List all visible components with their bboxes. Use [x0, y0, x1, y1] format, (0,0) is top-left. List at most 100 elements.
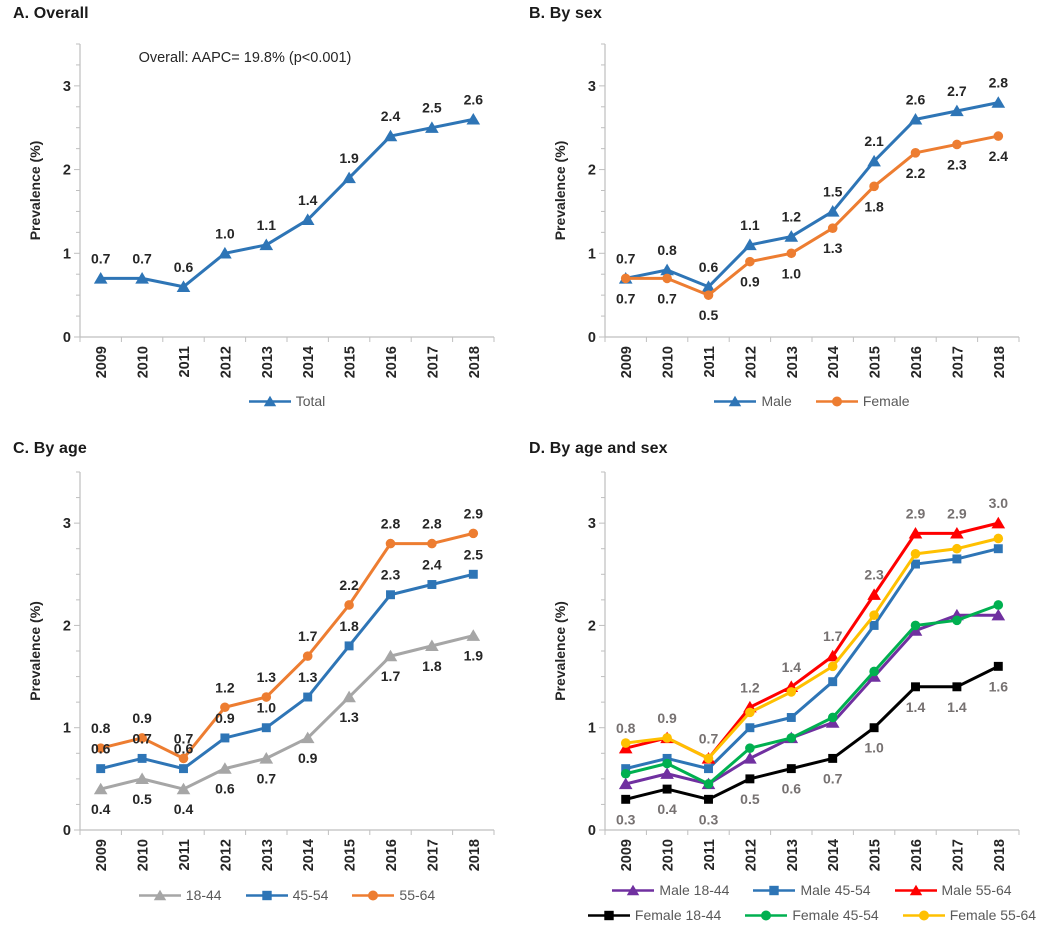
triangle-marker-icon	[93, 272, 108, 284]
square-marker-icon	[261, 890, 272, 900]
y-tick-label: 2	[588, 163, 596, 179]
circle-marker-icon	[993, 533, 1004, 544]
triangle-marker-icon	[176, 280, 191, 292]
panel-a-title: A. Overall	[13, 5, 89, 22]
panel-c-by-age: C. By age 0 1 2 3 2009 2010 2011 2012 2013 2014 20…	[0, 435, 525, 951]
triangle-marker-icon	[825, 205, 840, 217]
legend-item-female-55-64: Female 55-64	[902, 907, 1036, 923]
data-label: 0.9	[215, 710, 235, 726]
triangle-marker-icon	[618, 777, 633, 790]
legend-marker-female-45-54	[745, 910, 788, 920]
square-marker-icon	[427, 580, 437, 589]
triangle-marker-icon	[627, 884, 640, 895]
data-label: 0.9	[657, 710, 677, 726]
series-female-18-44	[621, 661, 1003, 804]
y-axis-title: Prevalence (%)	[27, 141, 43, 241]
panel-c-legend: 18-44 45-54 55-64	[80, 887, 494, 903]
data-label: 2.9	[906, 505, 926, 521]
triangle-marker-icon	[300, 213, 315, 225]
triangle-marker-icon	[342, 690, 356, 703]
legend-item-total: Total	[248, 393, 325, 409]
triangle-marker-icon	[135, 772, 149, 785]
square-marker-icon	[828, 753, 838, 763]
data-label: 1.1	[257, 217, 277, 233]
data-label: 0.7	[91, 250, 111, 266]
data-label: 2.7	[947, 83, 967, 99]
panel-b-title: B. By sex	[529, 5, 602, 22]
circle-marker-icon	[786, 733, 797, 743]
data-label: 2.9	[947, 505, 967, 521]
panel-a-legend: Total	[80, 393, 494, 409]
data-label: 0.4	[91, 801, 111, 817]
x-tick-label: 2018	[992, 346, 1008, 378]
data-label: 1.7	[823, 628, 843, 644]
legend-marker-18-44	[138, 889, 181, 900]
data-label: 2.3	[864, 567, 884, 583]
triangle-marker-icon	[743, 238, 757, 251]
circle-marker-icon	[869, 666, 879, 677]
x-tick-label: 2010	[136, 346, 152, 378]
data-label: 2.2	[339, 577, 359, 593]
legend-row: Female 18-44 Female 45-54 Female 55-64	[587, 907, 1036, 923]
data-label: 0.6	[215, 781, 235, 797]
data-label: 2.1	[864, 133, 884, 149]
circle-marker-icon	[952, 543, 962, 554]
square-marker-icon	[604, 910, 614, 920]
x-tick-label: 2011	[177, 346, 193, 377]
panel-c-chart: 0 1 2 3 2009 2010 2011 2012 2013 2014 2015 2016 2017…	[27, 471, 495, 871]
square-marker-icon	[303, 692, 313, 702]
square-marker-icon	[769, 885, 780, 895]
x-tick-label: 2010	[661, 839, 677, 871]
panel-b-by-sex: B. By sex 0 1 2 3 2009 2010 2011 2012 2013 2014 20…	[525, 0, 1050, 435]
x-tick-label: 2018	[992, 839, 1008, 871]
circle-marker-icon	[910, 620, 921, 631]
triangle-marker-icon	[218, 762, 232, 774]
legend-marker-male-18-44	[612, 884, 655, 895]
square-marker-icon	[704, 764, 713, 774]
x-tick-label: 2012	[218, 839, 234, 871]
legend-item-female-45-54: Female 45-54	[745, 907, 879, 923]
triangle-marker-icon	[909, 884, 922, 895]
y-tick-label: 0	[588, 330, 596, 346]
triangle-marker-icon	[425, 121, 439, 133]
y-axis-title: Prevalence (%)	[552, 601, 568, 701]
x-tick-label: 2009	[94, 346, 110, 378]
x-tick-label: 2013	[785, 346, 801, 378]
triangle-marker-icon	[466, 629, 481, 641]
data-label: 2.8	[381, 516, 401, 532]
data-label: 2.5	[422, 100, 442, 116]
square-marker-icon	[96, 764, 106, 774]
triangle-marker-icon	[991, 608, 1006, 621]
data-label: 2.8	[422, 516, 442, 532]
circle-marker-icon	[786, 687, 797, 697]
circle-marker-icon	[620, 768, 631, 779]
circle-marker-icon	[178, 753, 189, 764]
data-label: 1.5	[823, 183, 843, 199]
legend-label-male-45-54: Male 45-54	[800, 882, 871, 898]
x-tick-label: 2012	[743, 839, 759, 871]
data-label: 2.5	[464, 546, 484, 562]
y-tick-label: 0	[588, 823, 596, 839]
circle-marker-icon	[910, 148, 921, 158]
square-marker-icon	[869, 620, 879, 630]
data-label: 1.2	[740, 679, 760, 695]
x-tick-label: 2016	[909, 346, 925, 378]
triangle-marker-icon	[867, 588, 881, 600]
series-total	[93, 112, 481, 292]
triangle-marker-icon	[93, 782, 108, 795]
legend-row: Male Female	[714, 393, 910, 409]
legend-marker-male	[714, 395, 757, 406]
series-female	[620, 131, 1004, 300]
legend-label-female: Female	[862, 393, 910, 409]
data-label: 1.8	[339, 618, 359, 634]
circle-marker-icon	[137, 733, 147, 743]
series-55-64	[95, 528, 479, 764]
y-tick-label: 2	[63, 618, 71, 634]
legend-marker-female	[815, 396, 858, 406]
data-label: 1.4	[298, 192, 318, 208]
data-label: 2.6	[464, 91, 484, 107]
legend-marker-male-45-54	[753, 885, 796, 895]
data-label: 1.9	[339, 150, 359, 166]
series-line	[625, 664, 999, 801]
data-label: 0.7	[699, 730, 719, 746]
